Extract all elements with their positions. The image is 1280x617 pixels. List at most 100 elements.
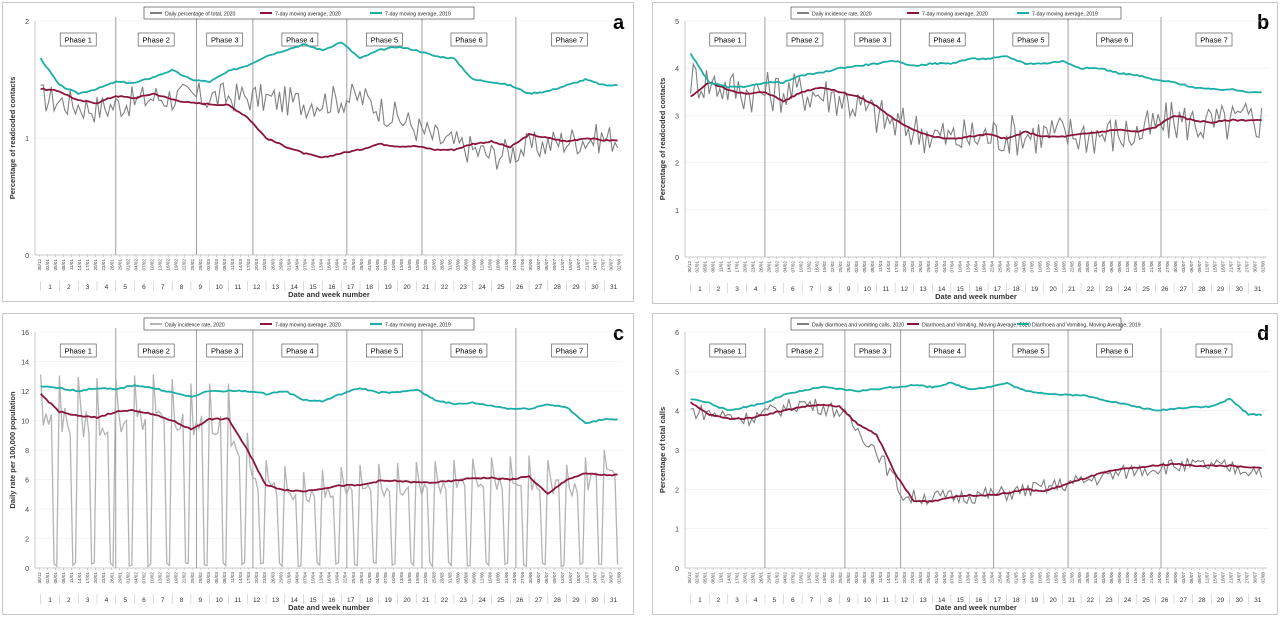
phase-box (1195, 32, 1233, 47)
x-week-label: 2 (717, 597, 721, 604)
x-date-label: 09/06 (472, 259, 477, 271)
series-line-ma-2020 (690, 81, 1262, 140)
series-line-ma-2020 (40, 87, 618, 159)
x-date-label: 03/06 (1101, 572, 1106, 584)
phase-label: Phase 3 (211, 36, 239, 45)
x-date-label: 19/02 (174, 259, 179, 271)
x-date-label: 20/01 (743, 261, 748, 273)
x-week-label: 7 (810, 597, 814, 604)
x-date-label: 03/06 (455, 259, 460, 271)
y-tick-label: 8 (25, 448, 29, 455)
y-tick-label: 3 (675, 448, 679, 455)
x-date-label: 01/04 (286, 572, 291, 584)
x-date-label: 08/03 (870, 261, 875, 273)
x-date-label: 19/04 (335, 259, 340, 271)
x-date-label: 01/05 (367, 259, 372, 271)
series-line-ma-2019 (40, 384, 618, 425)
x-date-label: 17/03 (246, 259, 251, 271)
x-date-label: 03/07 (1181, 572, 1186, 584)
y-tick-label: 0 (25, 253, 29, 260)
x-date-label: 10/04 (311, 572, 316, 584)
x-date-label: 11/03 (230, 572, 235, 584)
x-date-label: 08/03 (870, 572, 875, 584)
x-week-label: 28 (1198, 286, 1206, 293)
x-date-label: 14/03 (238, 572, 243, 584)
x-date-label: 11/01 (719, 572, 724, 584)
phase-label: Phase 5 (371, 347, 399, 356)
x-week-label: 22 (441, 597, 449, 604)
y-tick-label: 5 (675, 19, 679, 26)
x-date-label: 04/05 (375, 259, 380, 271)
phase-label: Phase 4 (933, 347, 961, 356)
x-date-label: 06/06 (464, 259, 469, 271)
x-date-label: 27/07 (1245, 572, 1250, 584)
legend-box (790, 317, 1122, 331)
x-date-label: 13/05 (399, 259, 404, 271)
x-date-label: 12/06 (1125, 572, 1130, 584)
x-date-label: 05/03 (862, 572, 867, 584)
x-date-label: 07/02 (141, 259, 146, 271)
x-date-label: 03/07 (536, 572, 541, 584)
x-date-label: 08/03 (222, 259, 227, 271)
x-date-label: 23/03 (262, 259, 267, 271)
x-date-label: 24/07 (1237, 261, 1242, 273)
x-date-label: 16/05 (1053, 572, 1058, 584)
x-week-label: 9 (199, 284, 203, 291)
x-date-label: 21/06 (504, 259, 509, 271)
x-date-label: 10/05 (391, 259, 396, 271)
x-week-label: 29 (1217, 286, 1225, 293)
x-date-label: 11/03 (230, 259, 235, 271)
y-tick-label: 14 (21, 360, 29, 367)
x-date-label: 01/05 (1013, 572, 1018, 584)
legend-label: Daily percentage of total, 2020 (165, 12, 235, 18)
x-date-label: 07/05 (383, 572, 388, 584)
x-date-label: 24/06 (512, 259, 517, 271)
x-axis-title: Date and week number (288, 603, 370, 612)
x-date-label: 04/04 (294, 259, 299, 271)
x-date-label: 23/03 (262, 572, 267, 584)
x-week-label: 13 (272, 597, 280, 604)
x-week-label: 5 (123, 597, 127, 604)
panel-letter: d (1257, 323, 1269, 345)
x-week-label: 12 (901, 286, 909, 293)
x-date-label: 04/02 (782, 261, 787, 273)
x-week-label: 6 (791, 597, 795, 604)
x-date-label: 01/02 (774, 572, 779, 584)
x-date-label: 19/05 (415, 572, 420, 584)
x-week-label: 2 (67, 597, 71, 604)
series-line-daily (690, 62, 1263, 156)
x-week-label: 7 (810, 286, 814, 293)
x-date-label: 27/06 (520, 572, 525, 584)
x-date-label: 25/02 (838, 261, 843, 273)
x-date-label: 30/07 (608, 572, 613, 584)
y-tick-label: 6 (25, 478, 29, 485)
x-date-label: 07/05 (1029, 572, 1034, 584)
x-date-label: 06/07 (544, 259, 549, 271)
x-date-label: 01/04 (286, 259, 291, 271)
x-date-label: 09/07 (552, 259, 557, 271)
x-week-label: 21 (422, 597, 430, 604)
x-date-label: 09/06 (1117, 261, 1122, 273)
x-week-label: 12 (253, 284, 261, 291)
x-week-label: 12 (901, 597, 909, 604)
x-date-label: 13/04 (966, 261, 971, 273)
x-week-label: 24 (478, 284, 486, 291)
x-week-label: 11 (235, 597, 242, 604)
x-date-label: 06/06 (1109, 572, 1114, 584)
x-date-label: 28/02 (846, 261, 851, 273)
x-week-label: 1 (698, 286, 702, 293)
x-date-label: 26/01 (758, 261, 763, 273)
phase-box (137, 343, 175, 358)
x-date-label: 07/04 (302, 572, 307, 584)
x-week-label: 5 (772, 597, 776, 604)
x-week-label: 4 (754, 597, 758, 604)
x-date-label: 18/07 (576, 572, 581, 584)
x-week-label: 11 (882, 286, 889, 293)
x-date-label: 13/02 (806, 572, 811, 584)
phase-box (1096, 32, 1133, 47)
x-date-label: 13/02 (806, 261, 811, 273)
x-date-label: 05/03 (214, 572, 219, 584)
x-date-label: 16/04 (327, 572, 332, 584)
x-date-label: 23/01 (751, 572, 756, 584)
x-date-label: 22/05 (1069, 261, 1074, 273)
